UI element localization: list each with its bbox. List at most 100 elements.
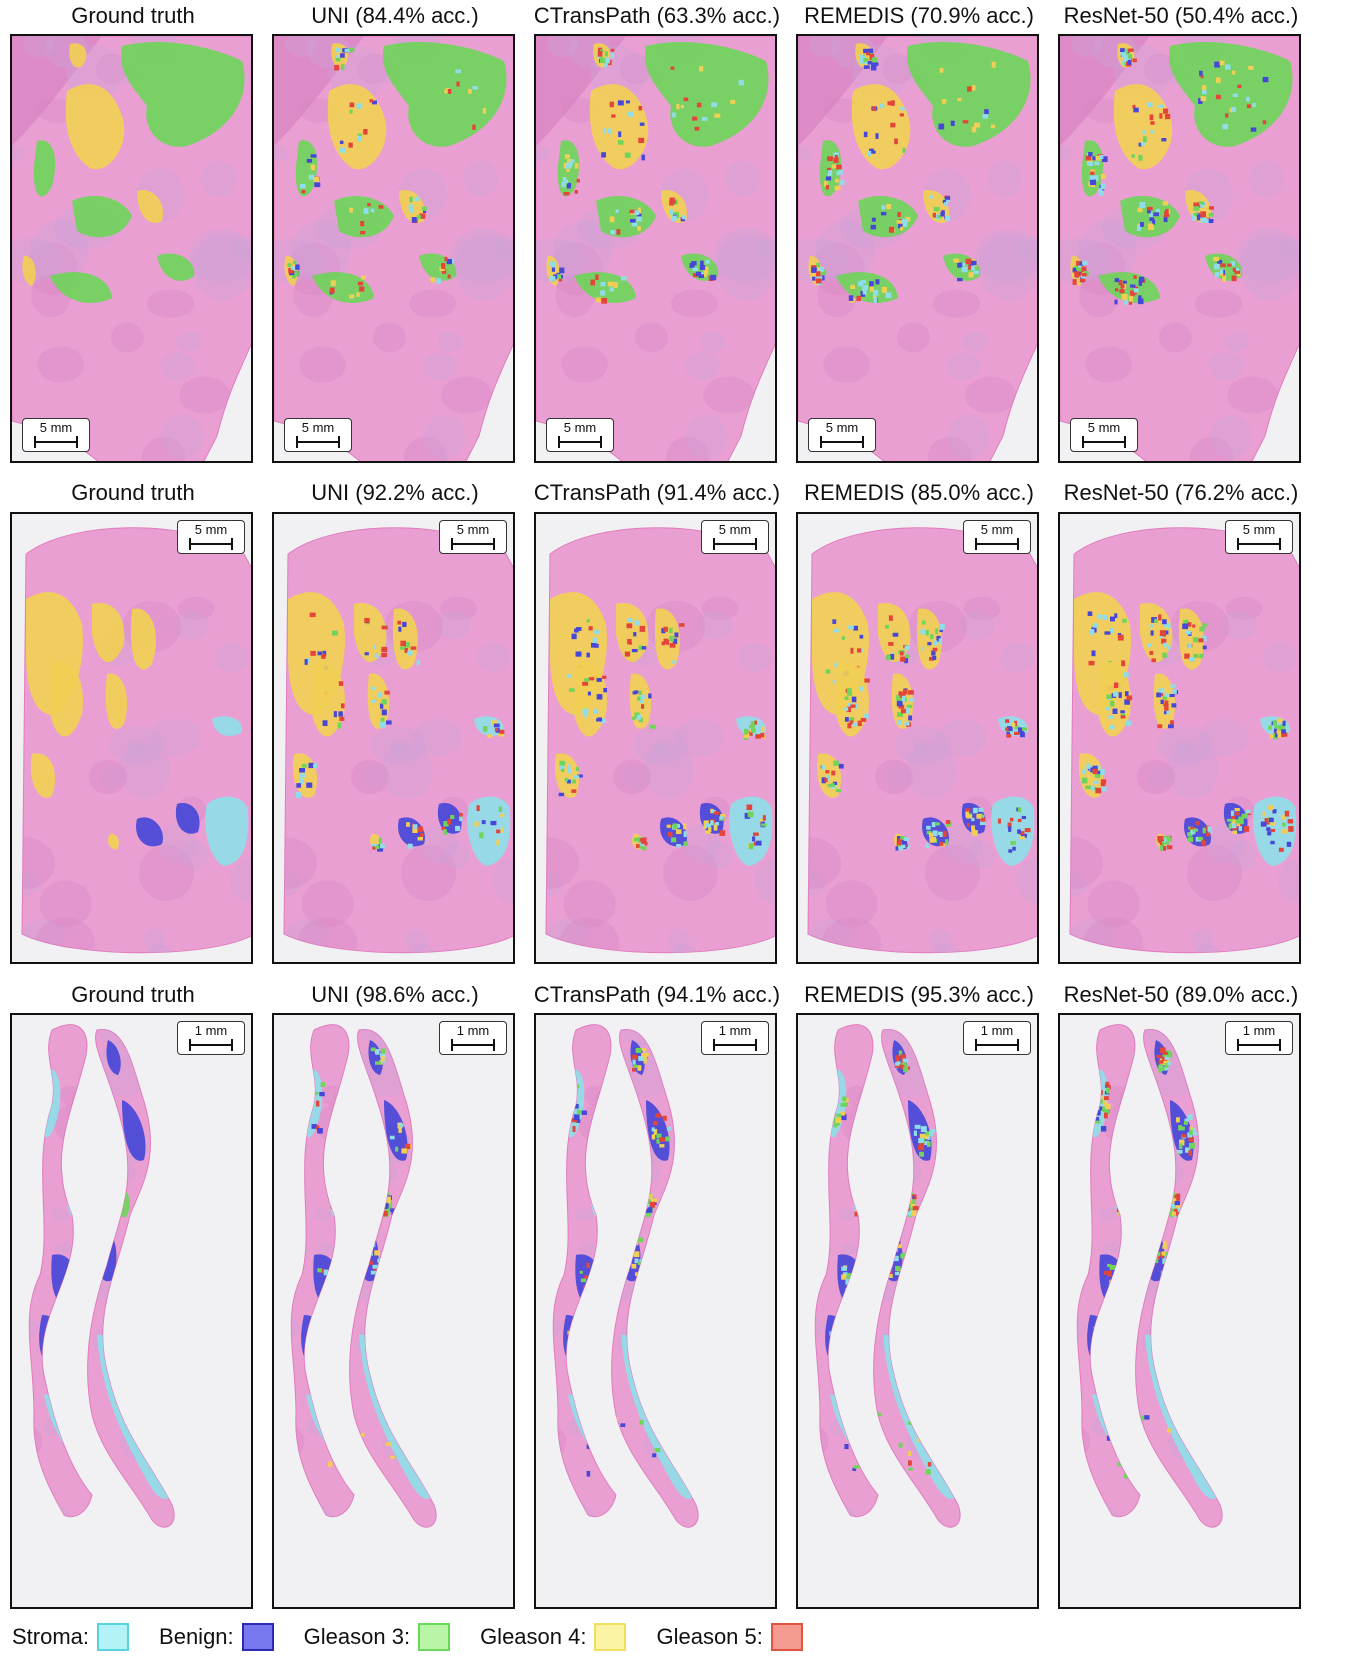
- legend-item-benign: Benign:: [159, 1623, 274, 1651]
- slide-panel: 5 mm: [1058, 34, 1301, 463]
- panel-title: UNI (84.4% acc.): [311, 3, 479, 28]
- slide-image: [274, 36, 513, 461]
- region-gleason3: [383, 41, 507, 147]
- scale-bar-line: [451, 1039, 495, 1051]
- scale-bar: 5 mm: [439, 520, 507, 554]
- scale-bar-line: [189, 538, 233, 550]
- region-benign: [39, 1315, 64, 1366]
- legend-swatch: [241, 1623, 274, 1651]
- scale-bar: 1 mm: [701, 1021, 769, 1055]
- scale-bar-label: 1 mm: [1242, 1023, 1276, 1038]
- region-gleason4: [878, 603, 911, 663]
- region-gleason3: [645, 41, 769, 147]
- scale-bar-line: [713, 1039, 757, 1051]
- slide-image: [536, 36, 775, 461]
- region-gleason4: [92, 603, 125, 663]
- slide-panel: 5 mm: [534, 34, 777, 463]
- region-gleason4: [589, 84, 649, 170]
- slide-image: [814, 1024, 961, 1528]
- region-gleason3: [157, 253, 195, 281]
- legend: Stroma: Benign: Gleason 3: Gleason 4: Gl…: [12, 1622, 833, 1652]
- scale-bar: 5 mm: [22, 418, 90, 452]
- panel-title: CTransPath (91.4% acc.): [533, 480, 781, 505]
- scale-bar-label: 1 mm: [456, 1023, 490, 1038]
- region-benign: [384, 1100, 408, 1161]
- panel-title: UNI (98.6% acc.): [311, 982, 479, 1007]
- slide-panel: 5 mm: [796, 34, 1039, 463]
- scale-bar-label: 1 mm: [980, 1023, 1014, 1038]
- region-gleason4: [130, 608, 156, 670]
- region-gleason4: [1140, 603, 1173, 663]
- scale-bar: 5 mm: [963, 520, 1031, 554]
- scale-bar: 5 mm: [284, 418, 352, 452]
- slide-image: [1060, 36, 1299, 461]
- panel-title: REMEDIS (70.9% acc.): [804, 3, 1034, 28]
- slide-image: [807, 527, 1037, 954]
- region-gleason4: [661, 190, 687, 223]
- panel-title: ResNet-50 (76.2% acc.): [1063, 480, 1299, 505]
- legend-swatch: [770, 1623, 803, 1651]
- region-benign: [175, 803, 200, 834]
- slide-panel: 5 mm: [272, 512, 515, 964]
- slide-panel: 5 mm: [10, 512, 253, 964]
- region-benign: [825, 1315, 850, 1366]
- legend-label: Gleason 5:: [656, 1624, 763, 1649]
- region-gleason4: [105, 673, 128, 729]
- panel-title: CTransPath (94.1% acc.): [533, 982, 781, 1007]
- slide-image: [28, 1024, 175, 1528]
- region-gleason4: [1153, 673, 1176, 729]
- region-gleason3: [50, 272, 112, 303]
- legend-label: Stroma:: [12, 1624, 90, 1649]
- scale-bar: 5 mm: [546, 418, 614, 452]
- region-gleason3: [907, 41, 1031, 147]
- scale-bar-line: [1237, 1039, 1281, 1051]
- region-gleason4: [108, 833, 119, 850]
- region-benign: [106, 1040, 121, 1075]
- region-stroma: [205, 796, 249, 866]
- scale-bar: 1 mm: [1225, 1021, 1293, 1055]
- tissue-section: [814, 1024, 961, 1528]
- region-stroma: [212, 716, 243, 736]
- legend-item-gleason-4: Gleason 4:: [480, 1623, 627, 1651]
- scale-bar-line: [296, 436, 340, 448]
- scale-bar-line: [189, 1039, 233, 1051]
- region-benign: [660, 817, 687, 847]
- slide-panel: 5 mm: [796, 512, 1039, 964]
- region-gleason4: [69, 43, 87, 68]
- scale-bar-label: 5 mm: [301, 420, 335, 435]
- slide-image: [545, 527, 775, 954]
- panel-title: Ground truth: [71, 982, 195, 1007]
- scale-bar-label: 5 mm: [1087, 420, 1121, 435]
- scale-bar-line: [713, 538, 757, 550]
- legend-item-gleason-5: Gleason 5:: [656, 1623, 803, 1651]
- scale-bar-label: 5 mm: [456, 522, 490, 537]
- legend-label: Gleason 3:: [303, 1624, 411, 1649]
- region-gleason4: [30, 753, 56, 798]
- slide-image: [798, 36, 1037, 461]
- slide-image: [283, 527, 513, 954]
- scale-bar: 1 mm: [963, 1021, 1031, 1055]
- region-gleason3: [121, 41, 245, 147]
- scale-bar-label: 5 mm: [718, 522, 752, 537]
- scale-bar-label: 5 mm: [39, 420, 73, 435]
- region-benign: [1087, 1315, 1112, 1366]
- slide-panel: 1 mm: [534, 1013, 777, 1609]
- region-benign: [136, 817, 163, 847]
- legend-swatch: [418, 1623, 451, 1651]
- scale-bar: 1 mm: [177, 1021, 245, 1055]
- panel-title: ResNet-50 (89.0% acc.): [1063, 982, 1299, 1007]
- slide-image: [1069, 527, 1299, 954]
- scale-bar: 5 mm: [701, 520, 769, 554]
- scale-bar-label: 1 mm: [718, 1023, 752, 1038]
- scale-bar-line: [1237, 538, 1281, 550]
- region-gleason4: [851, 84, 911, 170]
- slide-panel: 1 mm: [10, 1013, 253, 1609]
- slide-panel: 5 mm: [272, 34, 515, 463]
- scale-bar: 5 mm: [808, 418, 876, 452]
- region-gleason3: [1169, 41, 1293, 147]
- region-gleason4: [354, 603, 387, 663]
- region-gleason4: [1078, 753, 1104, 798]
- region-gleason4: [1113, 84, 1173, 170]
- scale-bar: 5 mm: [1070, 418, 1138, 452]
- slide-panel: 5 mm: [534, 512, 777, 964]
